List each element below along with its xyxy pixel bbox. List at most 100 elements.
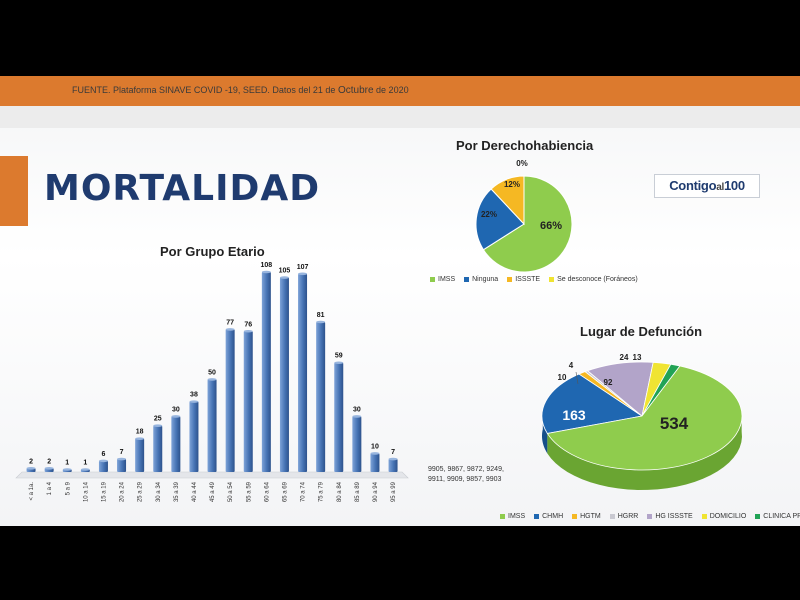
bar-chart-floor bbox=[15, 471, 409, 479]
pie2-slice bbox=[586, 361, 654, 417]
bar-tick-label: 50 a 54 bbox=[228, 481, 234, 502]
bar-cap bbox=[26, 466, 36, 470]
ids-note: 9905, 9867, 9872, 9249, 9911, 9909, 9857… bbox=[428, 465, 504, 485]
bar bbox=[171, 416, 181, 472]
legend-item: HGRR bbox=[609, 513, 639, 520]
bar-tick-label: 5 a 9 bbox=[65, 481, 71, 495]
bar-value-label: 30 bbox=[172, 406, 180, 413]
bar bbox=[153, 425, 163, 472]
bar-value-label: 25 bbox=[154, 416, 162, 423]
bar-cap bbox=[388, 457, 398, 461]
bar-cap bbox=[370, 452, 380, 455]
legend-label: IMSS bbox=[508, 513, 526, 520]
bar-value-label: 108 bbox=[261, 262, 273, 269]
bar-cap bbox=[316, 320, 326, 324]
bar-cap bbox=[62, 468, 72, 471]
pie1-slice bbox=[482, 175, 573, 273]
bar bbox=[189, 401, 199, 472]
bar bbox=[261, 272, 271, 472]
bar-tick-label: 15 a 19 bbox=[101, 481, 107, 502]
pie2-chart-title: Lugar de Defunción bbox=[580, 324, 703, 339]
legend-label: IMSS bbox=[438, 276, 456, 283]
legend-label: CHMH bbox=[542, 513, 564, 520]
pie1-value-label: 12% bbox=[504, 180, 520, 189]
pie1-legend: IMSS Ninguna ISSSTE Se desconoce (Foráneos) bbox=[430, 276, 638, 283]
legend-item: CLINICA PRIVADA bbox=[755, 513, 800, 520]
legend-label: CLINICA PRIVADA bbox=[763, 513, 800, 520]
bar-cap bbox=[225, 328, 235, 331]
bar-value-label: 76 bbox=[244, 321, 252, 328]
pie2-slice bbox=[546, 365, 743, 471]
pie1-value-label: 22% bbox=[481, 210, 497, 219]
pie2-slice-side bbox=[547, 411, 742, 490]
bar-tick-label: 65 a 69 bbox=[282, 481, 288, 502]
bar-value-label: 7 bbox=[391, 449, 395, 456]
legend-item: DOMICILIO bbox=[701, 513, 746, 520]
bar-tick-label: 10 a 14 bbox=[83, 481, 89, 502]
bar-value-label: 6 bbox=[101, 451, 105, 458]
legend-item: ISSSTE bbox=[507, 276, 540, 283]
legend-swatch bbox=[464, 277, 470, 282]
bar bbox=[388, 459, 398, 472]
legend-swatch bbox=[609, 514, 615, 519]
legend-label: HG ISSSTE bbox=[655, 513, 693, 520]
bar-tick-label: 1 a 4 bbox=[47, 481, 53, 495]
bar-cap bbox=[44, 466, 54, 470]
legend-label: HGRR bbox=[617, 513, 639, 520]
title-accent-bar bbox=[0, 156, 28, 226]
pie2-value-label: 13 bbox=[633, 353, 642, 362]
bar-value-label: 81 bbox=[317, 312, 325, 319]
pie1-chart-title: Por Derechohabiencia bbox=[456, 138, 594, 153]
bar bbox=[225, 329, 235, 472]
bar-value-label: 1 bbox=[83, 460, 87, 467]
legend-swatch bbox=[572, 514, 578, 519]
bar bbox=[279, 277, 289, 472]
bar-cap bbox=[135, 437, 145, 440]
legend-swatch bbox=[647, 514, 653, 519]
bar bbox=[207, 379, 217, 472]
bar-tick-label: 45 a 49 bbox=[210, 481, 216, 502]
bar-value-label: 59 bbox=[335, 353, 343, 360]
bar-value-label: 2 bbox=[29, 458, 33, 465]
bar-tick-label: < a 1a. bbox=[29, 482, 35, 501]
bar-cap bbox=[261, 270, 271, 274]
bar-value-label: 30 bbox=[353, 406, 361, 413]
pie2-leader-line bbox=[575, 371, 579, 385]
bar-value-label: 7 bbox=[120, 449, 124, 456]
legend-item: HGTM bbox=[572, 513, 601, 520]
bar-tick-label: 75 a 79 bbox=[319, 481, 325, 502]
pie1-slice bbox=[475, 188, 525, 251]
pie2-value-label: 10 bbox=[558, 373, 567, 382]
pie1-value-label: 66% bbox=[540, 220, 562, 232]
bar-value-label: 38 bbox=[190, 392, 198, 399]
pie2-slice-side bbox=[542, 409, 548, 454]
bar-tick-label: 20 a 24 bbox=[120, 481, 126, 502]
legend-swatch bbox=[549, 277, 555, 282]
bar-tick-label: 40 a 44 bbox=[192, 481, 198, 502]
bar-tick-label: 85 a 89 bbox=[355, 481, 361, 502]
legend-swatch bbox=[507, 277, 513, 282]
pie2-legend: IMSS CHMH HGTM HGRR HG ISSSTE DOMICILIO CLINIC… bbox=[500, 513, 800, 520]
bar-tick-label: 90 a 94 bbox=[373, 481, 379, 502]
bar-tick-label: 35 a 39 bbox=[174, 481, 180, 502]
bar-value-label: 105 bbox=[279, 268, 291, 275]
bar bbox=[352, 416, 362, 472]
legend-item: IMSS bbox=[430, 276, 455, 283]
legend-swatch bbox=[430, 277, 435, 282]
pie1-value-label: 0% bbox=[516, 159, 528, 168]
bar-cap bbox=[279, 276, 289, 279]
bar-tick-label: 70 a 74 bbox=[301, 481, 307, 502]
pie2-value-label: 163 bbox=[562, 407, 586, 423]
bar-tick-label: 95 a 99 bbox=[391, 481, 397, 502]
legend-swatch bbox=[755, 514, 761, 519]
bar-tick-label: 80 a 84 bbox=[337, 481, 343, 502]
header-underband bbox=[0, 106, 800, 128]
bar bbox=[298, 273, 308, 472]
bar bbox=[243, 331, 253, 472]
legend-swatch bbox=[534, 514, 540, 519]
bar-value-label: 18 bbox=[136, 429, 144, 436]
legend-item: IMSS bbox=[500, 513, 525, 520]
bar-cap bbox=[153, 424, 163, 428]
legend-swatch bbox=[701, 514, 707, 519]
bar-cap bbox=[171, 415, 181, 418]
